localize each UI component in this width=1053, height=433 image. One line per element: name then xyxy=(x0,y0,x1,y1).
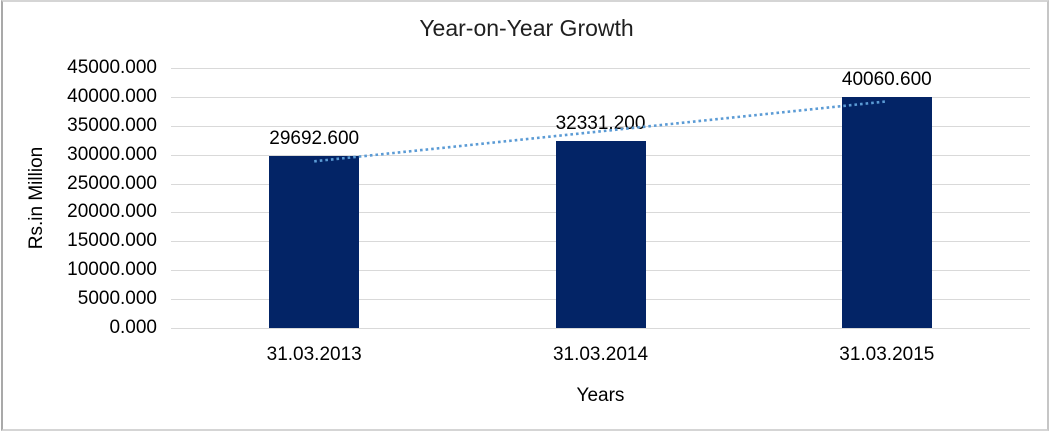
y-axis-tick-label: 20000.000 xyxy=(67,201,157,223)
bar xyxy=(269,156,360,328)
y-axis-tick-label: 40000.000 xyxy=(67,85,157,107)
y-axis-tick-label: 30000.000 xyxy=(67,143,157,165)
y-axis-tick-label: 15000.000 xyxy=(67,230,157,252)
y-axis-tick-label: 35000.000 xyxy=(67,114,157,136)
bar-value-label: 40060.600 xyxy=(841,68,932,90)
x-axis-tick-label: 31.03.2014 xyxy=(552,344,649,365)
gridline xyxy=(171,125,1030,127)
gridline xyxy=(171,68,1030,69)
trendline xyxy=(314,100,887,163)
y-axis-tick-label: 0.000 xyxy=(109,317,157,338)
gridline xyxy=(171,328,1030,329)
y-axis-tick-label: 10000.000 xyxy=(67,259,157,281)
gridline xyxy=(171,96,1030,98)
x-axis-tick-label: 31.03.2015 xyxy=(839,344,935,365)
x-axis-title: Years xyxy=(576,385,625,406)
bar-value-label: 29692.600 xyxy=(269,128,360,150)
bar xyxy=(841,96,932,328)
x-axis-tick-labels: 31.03.2013 31.03.2014 31.03.2015 xyxy=(171,344,1030,368)
chart-title: Year-on-Year Growth xyxy=(419,15,634,41)
y-axis-tick-label: 5000.000 xyxy=(77,288,157,310)
plot-area: 29692.600 32331.200 40060.600 xyxy=(171,68,1030,329)
y-axis-tick-label: 25000.000 xyxy=(67,172,157,194)
x-axis-tick-label: 31.03.2013 xyxy=(266,344,362,365)
y-axis-tick-label: 45000.000 xyxy=(67,57,157,78)
bar xyxy=(555,141,646,328)
